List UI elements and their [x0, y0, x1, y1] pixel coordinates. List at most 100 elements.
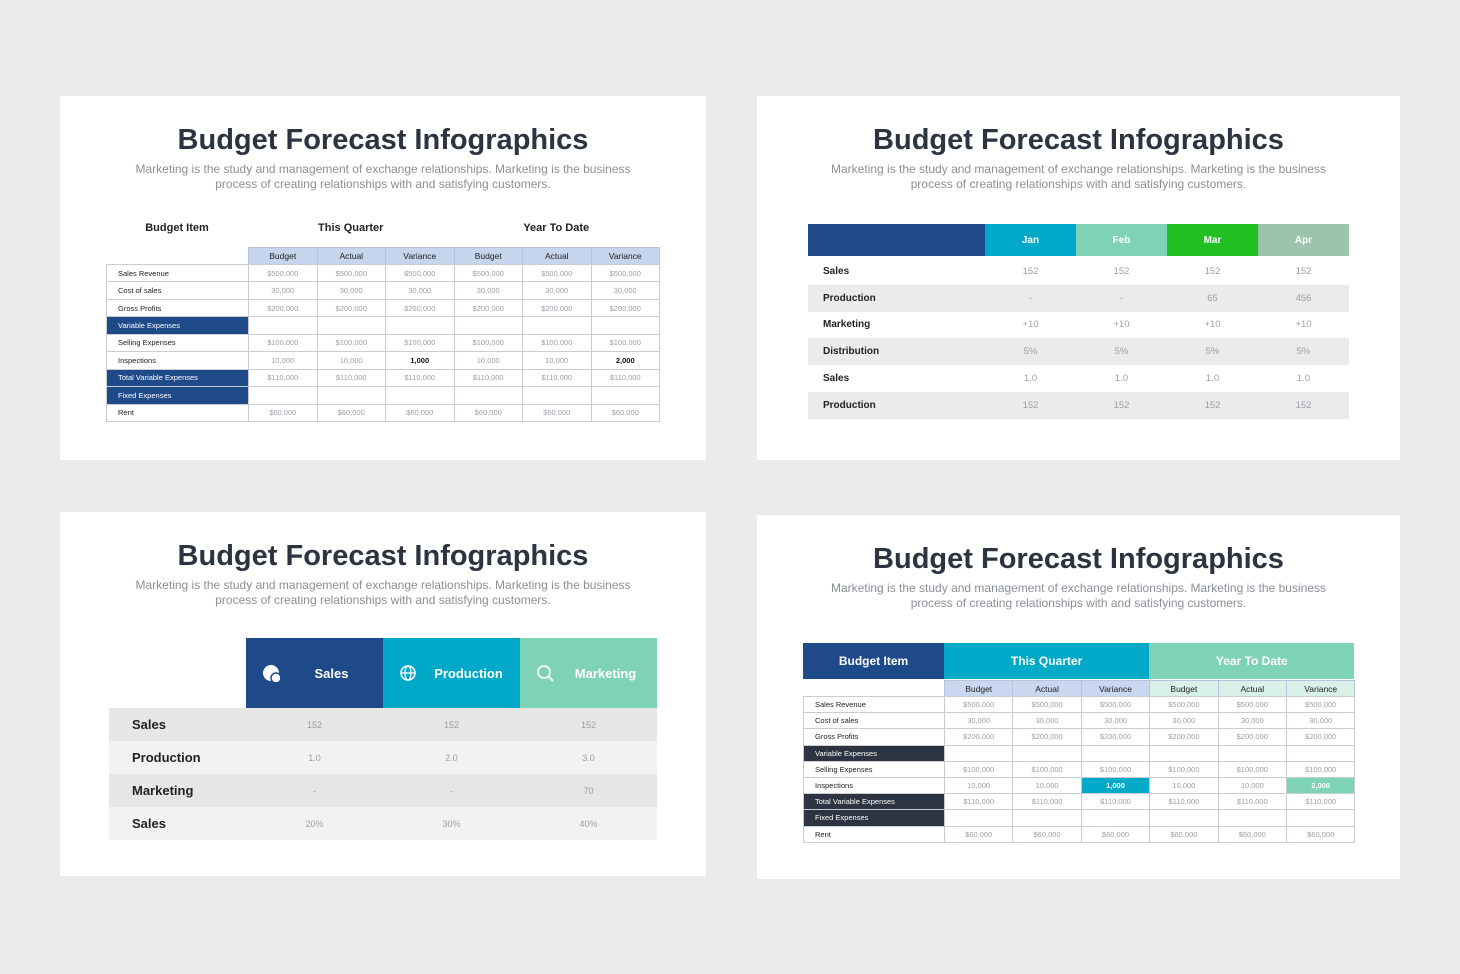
cell: 1.0 [1023, 373, 1038, 385]
cell: 30,000 [316, 281, 386, 300]
column-label: Sales [314, 665, 349, 681]
cell: 10,000 [453, 351, 523, 370]
cell: 10,000 [944, 777, 1014, 795]
cell: - [450, 785, 453, 796]
empty-cell [1149, 744, 1219, 762]
column-header: Actual [316, 247, 386, 265]
column-icon [399, 664, 417, 682]
cell: 1,000 [385, 351, 455, 370]
column-header: Budget [453, 247, 523, 265]
row-label: Fixed Expenses [803, 809, 945, 827]
cell: $100,000 [248, 333, 318, 353]
cell: $60,000 [1217, 825, 1287, 843]
cell: 5% [1296, 346, 1311, 358]
column-header: Budget [1149, 680, 1219, 697]
cell: $500,000 [385, 264, 455, 283]
slide-subtitle: Marketing is the study and management of… [135, 161, 631, 176]
cell: 30,000 [944, 712, 1014, 730]
icon [263, 665, 282, 684]
cell: +10 [1204, 319, 1221, 331]
column-icon [262, 664, 282, 684]
cell: $60,000 [385, 403, 455, 422]
row-label: Variable Expenses [803, 744, 945, 762]
cell: $500,000 [248, 264, 318, 283]
empty-cell [1286, 744, 1356, 762]
row [109, 741, 657, 774]
cell: $60,000 [248, 403, 318, 422]
cell: $110,000 [1080, 793, 1151, 811]
empty-cell [1149, 809, 1219, 827]
cell: 2,000 [1286, 777, 1356, 795]
empty-cell [1286, 809, 1356, 827]
cell: $200,000 [316, 298, 386, 318]
cell: 30% [442, 818, 461, 829]
cell: $200,000 [1286, 728, 1356, 746]
cell: $500,000 [1012, 696, 1082, 714]
row-label: Sales Revenue [803, 696, 945, 714]
cell: 152 [1204, 265, 1221, 277]
empty-cell [1012, 744, 1082, 762]
row-label: Total Variable Expenses [803, 793, 945, 811]
cell: 152 [1113, 265, 1130, 277]
cell: $60,000 [316, 403, 386, 422]
row [808, 284, 1349, 312]
cell: - [313, 785, 316, 796]
row-label: Production [132, 750, 201, 765]
cell: $110,000 [1286, 793, 1356, 811]
empty-cell [316, 386, 386, 405]
row-label: Inspections [106, 351, 249, 370]
cell: +10 [1022, 319, 1039, 331]
cell: 2.0 [445, 752, 458, 763]
cell: $500,000 [453, 264, 523, 283]
row-label: Gross Profits [803, 728, 945, 746]
cell: $500,000 [1149, 696, 1219, 714]
cell: 10,000 [1149, 777, 1219, 795]
cell: $200,000 [590, 298, 660, 318]
column-header: Actual [1012, 680, 1082, 697]
column-header: Mar [1167, 224, 1258, 256]
cell: 30,000 [453, 281, 523, 300]
cell: $110,000 [590, 368, 660, 388]
row [808, 392, 1349, 419]
slide-title: Budget Forecast Infographics [873, 123, 1284, 156]
column-header: Jan [985, 224, 1076, 256]
column-label: Production [434, 665, 503, 681]
empty-cell [1080, 744, 1151, 762]
group-header: Budget Item [145, 222, 209, 234]
column-header: Variance [1286, 680, 1356, 697]
cell: $100,000 [1080, 760, 1151, 778]
empty-cell [1217, 744, 1287, 762]
cell: $200,000 [453, 298, 523, 318]
cell: $110,000 [453, 368, 523, 388]
group-header: This Quarter [944, 643, 1150, 679]
empty-cell [248, 316, 318, 335]
row [808, 338, 1349, 366]
cell: 30,000 [385, 281, 455, 300]
group-header: This Quarter [318, 222, 384, 234]
cell: +10 [1295, 319, 1312, 331]
cell: 152 [1022, 265, 1039, 277]
cell: 1.0 [1205, 373, 1220, 385]
row-label: Cost of sales [106, 281, 249, 300]
row-label: Distribution [823, 346, 880, 358]
row-label: Selling Expenses [106, 333, 249, 353]
cell: 30,000 [248, 281, 318, 300]
empty-cell [453, 386, 523, 405]
row [808, 365, 1349, 392]
cell: $60,000 [1012, 825, 1082, 843]
cell: 456 [1295, 292, 1312, 304]
header-cell [808, 224, 985, 256]
cell: 30,000 [1286, 712, 1356, 730]
cell: $60,000 [1149, 825, 1219, 843]
row-label: Gross Profits [106, 298, 249, 318]
cell: $100,000 [590, 333, 660, 353]
row-label: Rent [803, 825, 945, 843]
cell: 65 [1207, 292, 1218, 304]
row-label: Inspections [803, 777, 945, 795]
cell: $60,000 [1286, 825, 1356, 843]
empty-cell [944, 744, 1014, 762]
cell: $60,000 [453, 403, 523, 422]
cell: $60,000 [522, 403, 592, 422]
cell: $500,000 [1286, 696, 1356, 714]
